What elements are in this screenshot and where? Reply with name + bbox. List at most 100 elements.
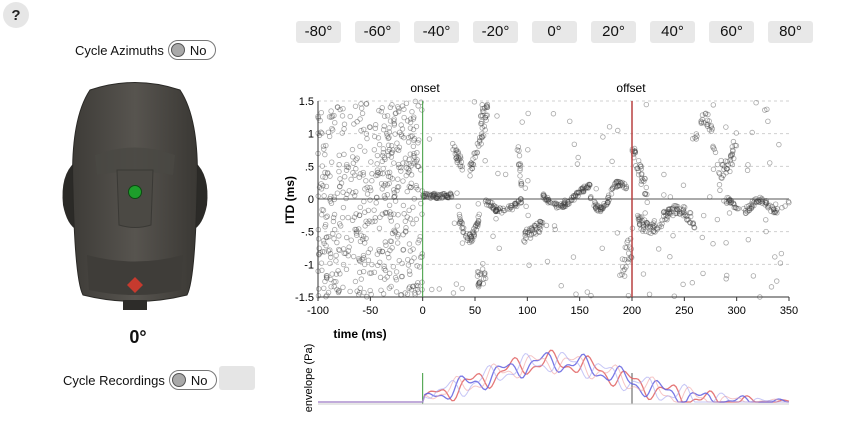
- itd-point: [481, 105, 488, 111]
- itd-point: [540, 192, 546, 198]
- itd-point: [673, 203, 680, 209]
- itd-point: [762, 199, 769, 205]
- itd-point: [763, 200, 770, 206]
- itd-point: [415, 163, 422, 170]
- itd-point: [445, 194, 451, 201]
- itd-point: [407, 116, 414, 122]
- itd-point: [411, 196, 417, 202]
- help-button[interactable]: ?: [3, 2, 29, 28]
- itd-point: [382, 195, 388, 201]
- itd-point: [542, 197, 549, 203]
- itd-point: [372, 133, 378, 140]
- itd-point: [455, 150, 462, 156]
- itd-point: [698, 119, 705, 125]
- itd-point: [610, 184, 616, 190]
- itd-point: [391, 194, 397, 200]
- itd-point: [721, 198, 727, 204]
- itd-point: [676, 210, 683, 217]
- itd-point: [517, 165, 523, 172]
- cycle-azimuths-toggle[interactable]: No: [167, 40, 216, 60]
- itd-point: [367, 124, 373, 130]
- itd-point: [348, 237, 354, 243]
- itd-point: [479, 113, 486, 119]
- itd-point: [391, 187, 397, 193]
- itd-point: [524, 226, 530, 233]
- azimuth-button--40[interactable]: -40°: [414, 21, 459, 43]
- itd-point: [512, 200, 518, 206]
- itd-point: [421, 194, 427, 201]
- itd-point: [699, 112, 706, 118]
- itd-point: [393, 269, 400, 275]
- itd-point: [408, 180, 414, 187]
- itd-point: [741, 205, 747, 212]
- itd-point: [496, 208, 503, 214]
- itd-point: [729, 161, 736, 168]
- itd-point: [615, 180, 621, 186]
- cycle-recordings-control: Cycle Recordings No: [63, 370, 217, 390]
- itd-point: [753, 196, 759, 202]
- cycle-recordings-toggle[interactable]: No: [168, 370, 217, 390]
- itd-point: [454, 190, 460, 196]
- azimuth-button-20[interactable]: 20°: [591, 21, 636, 43]
- recording-select-button[interactable]: [219, 366, 255, 390]
- itd-point: [584, 184, 590, 190]
- itd-point: [367, 287, 373, 294]
- y-tick-label: -.5: [301, 227, 314, 239]
- itd-point: [651, 223, 657, 229]
- itd-point: [615, 183, 621, 189]
- brand-logo: [127, 277, 143, 293]
- itd-point: [512, 202, 518, 209]
- itd-point: [477, 279, 483, 285]
- itd-point: [387, 104, 394, 111]
- itd-point: [372, 218, 378, 224]
- itd-point: [366, 218, 373, 224]
- itd-point: [491, 203, 497, 209]
- itd-point: [401, 211, 407, 217]
- itd-point: [623, 185, 629, 191]
- itd-point: [379, 158, 385, 165]
- itd-point: [634, 165, 641, 172]
- itd-point: [681, 209, 688, 216]
- itd-point: [475, 221, 481, 228]
- itd-point: [728, 160, 734, 167]
- itd-point: [430, 191, 436, 198]
- cycle-azimuths-value: No: [189, 42, 207, 58]
- itd-point: [336, 287, 342, 294]
- itd-point: [537, 218, 543, 225]
- itd-point: [381, 154, 388, 161]
- itd-point: [475, 201, 481, 207]
- azimuth-button-80[interactable]: 80°: [768, 21, 813, 43]
- itd-point: [324, 273, 330, 279]
- itd-point: [698, 118, 704, 124]
- itd-point: [481, 270, 488, 277]
- itd-point: [579, 187, 586, 193]
- itd-point: [324, 169, 331, 176]
- itd-point: [638, 163, 644, 169]
- itd-point: [434, 191, 440, 198]
- itd-point: [641, 217, 648, 223]
- itd-point: [621, 266, 628, 273]
- itd-point: [682, 212, 688, 218]
- azimuth-button-40[interactable]: 40°: [650, 21, 695, 43]
- azimuth-button-0[interactable]: 0°: [532, 21, 577, 43]
- itd-point: [749, 129, 755, 136]
- azimuth-button--20[interactable]: -20°: [473, 21, 518, 43]
- itd-point: [508, 204, 514, 211]
- itd-point: [393, 277, 400, 283]
- itd-point: [555, 202, 562, 208]
- itd-point: [668, 209, 674, 215]
- azimuth-button--60[interactable]: -60°: [355, 21, 400, 43]
- azimuth-button-60[interactable]: 60°: [709, 21, 754, 43]
- y-tick-label: 1: [308, 129, 314, 141]
- itd-point: [321, 285, 327, 291]
- itd-point: [506, 206, 513, 212]
- azimuth-button--80[interactable]: -80°: [296, 21, 341, 43]
- itd-point: [316, 251, 322, 257]
- itd-point: [493, 204, 499, 210]
- itd-point: [616, 179, 623, 185]
- itd-point: [594, 203, 600, 209]
- itd-point: [392, 228, 398, 235]
- itd-point: [379, 211, 386, 217]
- itd-point: [449, 140, 456, 147]
